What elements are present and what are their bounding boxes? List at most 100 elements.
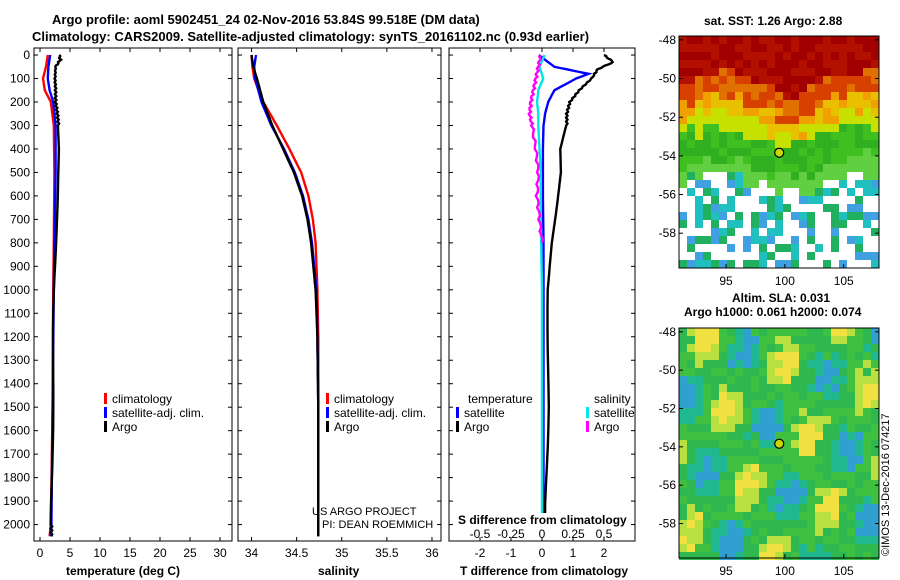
map-cell — [855, 76, 863, 84]
depth-tick-label: 600 — [10, 189, 30, 203]
map-cell — [767, 180, 775, 188]
diff-temperature-legend: temperature satellite Argo — [456, 392, 533, 434]
map-cell — [863, 140, 871, 148]
map-cell — [703, 456, 711, 464]
map-cell — [839, 536, 847, 544]
map-cell — [711, 496, 719, 504]
depth-tick-label: 700 — [10, 212, 30, 226]
map-cell — [743, 52, 751, 60]
map-cell — [831, 472, 839, 480]
map-cell — [727, 400, 735, 408]
map-cell — [759, 496, 767, 504]
map-cell — [783, 220, 791, 228]
map-cell — [719, 236, 727, 244]
map-cell — [759, 180, 767, 188]
map-cell — [775, 400, 783, 408]
map-cell — [871, 172, 879, 180]
map-cell — [687, 164, 695, 172]
map-cell — [791, 36, 799, 44]
map-cell — [791, 252, 799, 260]
map-cell — [863, 228, 871, 236]
map-cell — [775, 360, 783, 368]
map-cell — [831, 44, 839, 52]
map-cell — [735, 124, 743, 132]
map-cell — [791, 496, 799, 504]
map-cell — [855, 116, 863, 124]
map-cell — [791, 84, 799, 92]
map-cell — [839, 528, 847, 536]
map-cell — [719, 108, 727, 116]
map-cell — [711, 156, 719, 164]
map-y-tick-label: -52 — [659, 110, 677, 124]
map-cell — [687, 376, 695, 384]
map-cell — [847, 504, 855, 512]
map-cell — [839, 408, 847, 416]
map-cell — [759, 260, 767, 268]
map-cell — [719, 504, 727, 512]
map-cell — [783, 212, 791, 220]
map-cell — [751, 464, 759, 472]
map-cell — [871, 528, 879, 536]
map-cell — [839, 352, 847, 360]
map-cell — [791, 204, 799, 212]
map-cell — [727, 336, 735, 344]
map-cell — [695, 252, 703, 260]
map-cell — [695, 60, 703, 68]
legend-label: Argo — [594, 420, 620, 434]
legend-swatch-red — [104, 393, 107, 404]
map-cell — [783, 456, 791, 464]
map-cell — [679, 188, 687, 196]
map-cell — [727, 228, 735, 236]
map-cell — [711, 132, 719, 140]
map-cell — [847, 108, 855, 116]
map-cell — [839, 400, 847, 408]
legend-item-satellite: satellite-adj. clim. — [104, 406, 204, 420]
map-cell — [695, 36, 703, 44]
map-cell — [855, 108, 863, 116]
map-cell — [807, 552, 815, 560]
map-cell — [823, 512, 831, 520]
map-cell — [807, 116, 815, 124]
map-cell — [703, 520, 711, 528]
map-cell — [775, 132, 783, 140]
map-cell — [743, 172, 751, 180]
map-cell — [863, 424, 871, 432]
map-cell — [863, 204, 871, 212]
map-cell — [711, 52, 719, 60]
map-cell — [799, 440, 807, 448]
map-cell — [759, 44, 767, 52]
map-cell — [679, 156, 687, 164]
map-cell — [791, 68, 799, 76]
map-cell — [839, 212, 847, 220]
map-cell — [783, 448, 791, 456]
map-cell — [759, 236, 767, 244]
map-cell — [735, 472, 743, 480]
map-cell — [855, 172, 863, 180]
map-cell — [727, 76, 735, 84]
map-cell — [823, 156, 831, 164]
map-cell — [743, 384, 751, 392]
legend-item-argo: Argo — [104, 420, 204, 434]
map-cell — [863, 148, 871, 156]
sla-map-cells — [679, 328, 879, 560]
map-cell — [719, 520, 727, 528]
map-cell — [687, 536, 695, 544]
map-cell — [855, 424, 863, 432]
map-cell — [799, 368, 807, 376]
map-cell — [823, 480, 831, 488]
map-cell — [719, 52, 727, 60]
map-cell — [679, 60, 687, 68]
map-cell — [719, 164, 727, 172]
map-cell — [839, 36, 847, 44]
map-cell — [791, 544, 799, 552]
map-cell — [863, 488, 871, 496]
map-cell — [743, 252, 751, 260]
map-cell — [743, 432, 751, 440]
map-cell — [823, 336, 831, 344]
map-cell — [679, 464, 687, 472]
map-cell — [695, 180, 703, 188]
map-cell — [759, 164, 767, 172]
map-cell — [783, 536, 791, 544]
map-cell — [687, 84, 695, 92]
map-cell — [855, 392, 863, 400]
